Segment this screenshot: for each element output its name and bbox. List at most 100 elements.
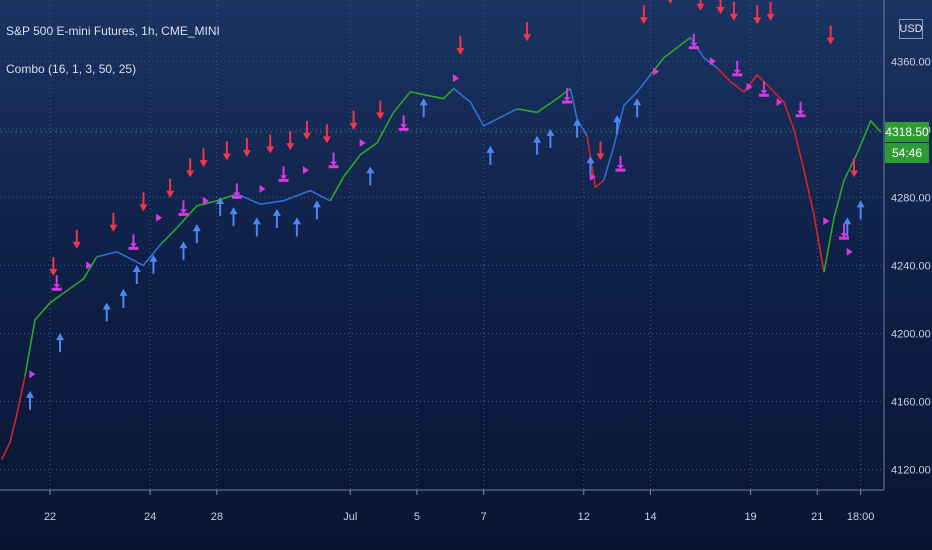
buy-arrow-head	[633, 98, 642, 106]
signal-marker	[231, 183, 242, 199]
sell-arrow	[596, 141, 605, 161]
x-tick-label: 5	[414, 511, 420, 523]
marker-head	[129, 243, 137, 248]
buy-arrow	[132, 265, 141, 285]
signal-marker	[732, 60, 743, 77]
signal-marker	[359, 138, 366, 147]
sell-arrow-head	[849, 170, 858, 178]
sell-arrow	[766, 1, 775, 21]
buy-arrow-head	[573, 118, 582, 126]
buy-arrow	[292, 217, 301, 237]
sell-arrow	[322, 124, 331, 144]
signal-marker	[178, 200, 189, 216]
buy-arrow	[149, 254, 158, 274]
buy-arrow-head	[132, 265, 141, 273]
buy-arrow	[366, 166, 375, 186]
signal-marker	[51, 275, 62, 291]
buy-arrow	[229, 207, 238, 227]
signal-marker	[709, 57, 716, 66]
signal-marker	[823, 217, 830, 226]
signal-marker	[589, 172, 596, 181]
sell-arrow-head	[72, 241, 81, 249]
buy-arrow-head	[56, 333, 65, 341]
marker-bar	[51, 287, 62, 291]
buy-arrow-head	[586, 156, 595, 164]
sell-arrow	[639, 5, 648, 25]
signal-marker	[688, 33, 699, 50]
marker-bar	[231, 195, 242, 199]
sell-arrow-head	[242, 149, 251, 157]
sell-arrow	[166, 178, 175, 198]
y-tick-label: 4200.00	[891, 328, 931, 340]
y-tick-label: 4160.00	[891, 397, 931, 409]
marker-bar	[178, 212, 189, 216]
signal-marker	[615, 156, 626, 172]
buy-arrow	[216, 196, 225, 216]
marker-bar	[758, 93, 769, 97]
buy-arrow-head	[229, 207, 238, 215]
marker-head	[733, 69, 741, 74]
x-tick-label: Jul	[343, 511, 357, 523]
price-line-segment	[649, 36, 691, 76]
buy-arrow	[252, 217, 261, 237]
y-tick-label: 4240.00	[891, 260, 931, 272]
sell-arrow	[286, 131, 295, 151]
buy-arrow-head	[312, 200, 321, 208]
signal-marker	[302, 166, 309, 175]
sell-arrow	[753, 5, 762, 25]
sell-arrow	[242, 137, 251, 157]
marker-bar	[795, 114, 806, 118]
marker-bar	[398, 127, 409, 131]
price-series	[0, 36, 882, 460]
signal-marker	[838, 224, 849, 240]
sell-arrow-head	[322, 136, 331, 144]
signal-marker	[562, 88, 573, 104]
sell-arrow	[186, 158, 195, 178]
marker-head	[690, 42, 698, 47]
sell-arrow-head	[199, 160, 208, 168]
sell-arrow-head	[109, 224, 118, 232]
sell-arrow-head	[349, 122, 358, 130]
sell-arrow	[266, 134, 275, 154]
marker-bar	[128, 246, 139, 250]
buy-arrow-head	[149, 254, 158, 262]
y-tick-label: 4360.00	[891, 56, 931, 68]
marker-flag	[156, 213, 163, 222]
buy-arrow	[419, 98, 428, 118]
buy-arrow	[613, 115, 622, 135]
signal-marker	[156, 213, 163, 222]
x-tick-label: 24	[144, 511, 156, 523]
currency-badge[interactable]: USD	[899, 19, 923, 39]
marker-head	[840, 233, 848, 238]
marker-head	[563, 97, 571, 102]
marker-head	[53, 284, 61, 289]
marker-head	[280, 175, 288, 180]
sell-arrow-head	[222, 153, 231, 161]
sell-arrow-head	[523, 34, 532, 42]
marker-flag	[653, 67, 660, 76]
price-line-segment	[159, 193, 238, 246]
sell-arrow	[72, 229, 81, 249]
buy-arrow-head	[533, 135, 542, 143]
buy-arrow-head	[26, 390, 35, 398]
sell-arrow	[302, 120, 311, 140]
buy-arrow-head	[272, 208, 281, 216]
sell-arrow-head	[696, 3, 705, 11]
sell-arrow	[376, 100, 385, 120]
buy-arrow	[633, 98, 642, 118]
marker-flag	[359, 138, 366, 147]
price-line-segment	[236, 189, 331, 205]
price-line-segment	[96, 244, 161, 267]
buy-arrow	[56, 333, 65, 353]
marker-bar	[615, 168, 626, 172]
indicator-label[interactable]: Combo (16, 1, 3, 50, 25)	[6, 62, 137, 76]
marker-head	[760, 90, 768, 95]
x-tick-label: 21	[811, 511, 823, 523]
marker-head	[616, 165, 624, 170]
sell-arrow	[668, 0, 673, 4]
signal-marker	[846, 247, 853, 256]
buy-arrow-head	[856, 200, 865, 208]
signal-marker	[746, 82, 753, 91]
buy-arrow	[102, 302, 111, 322]
